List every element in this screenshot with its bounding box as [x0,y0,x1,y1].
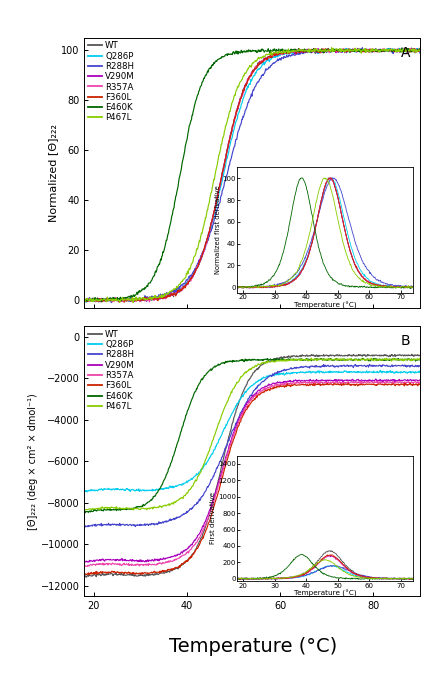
Legend: WT, Q286P, R288H, V290M, R357A, F360L, E460K, P467L: WT, Q286P, R288H, V290M, R357A, F360L, E… [86,39,136,124]
Text: Temperature (°C): Temperature (°C) [169,637,337,656]
Text: A: A [401,46,410,60]
Y-axis label: Normalized [Θ]₂₂₂: Normalized [Θ]₂₂₂ [48,124,58,222]
Legend: WT, Q286P, R288H, V290M, R357A, F360L, E460K, P467L: WT, Q286P, R288H, V290M, R357A, F360L, E… [86,328,136,413]
Text: B: B [401,334,410,349]
Y-axis label: [Θ]₂₂₂ (deg × cm² × dmol⁻¹): [Θ]₂₂₂ (deg × cm² × dmol⁻¹) [28,393,38,530]
